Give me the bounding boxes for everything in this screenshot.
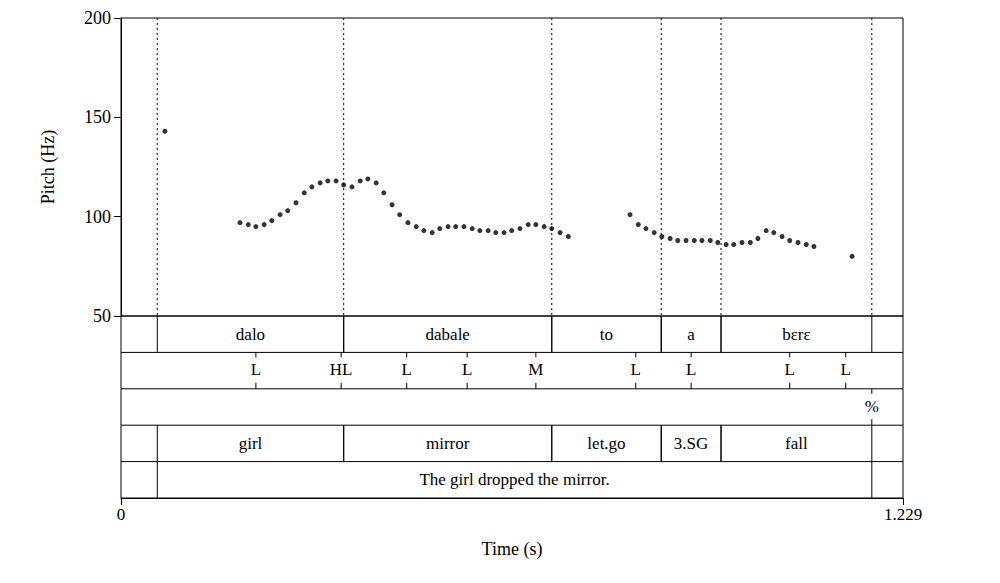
svg-text:100: 100 [84, 207, 111, 227]
svg-text:L: L [785, 360, 795, 379]
svg-text:L: L [401, 360, 411, 379]
svg-text:let.go: let.go [587, 434, 625, 453]
svg-text:bɛrɛ: bɛrɛ [782, 325, 810, 344]
svg-text:L: L [841, 360, 851, 379]
svg-text:a: a [687, 325, 695, 344]
svg-text:M: M [528, 360, 543, 379]
svg-text:50: 50 [93, 306, 111, 326]
svg-text:The girl dropped the mirror.: The girl dropped the mirror. [419, 470, 609, 489]
svg-text:1.229: 1.229 [884, 505, 922, 524]
svg-text:mirror: mirror [426, 434, 470, 453]
svg-text:200: 200 [84, 8, 111, 28]
svg-text:Pitch (Hz): Pitch (Hz) [38, 130, 59, 204]
svg-text:L: L [631, 360, 641, 379]
svg-text:%: % [865, 397, 879, 416]
svg-text:Time (s): Time (s) [482, 539, 543, 560]
svg-text:girl: girl [239, 434, 263, 453]
svg-text:fall: fall [785, 434, 808, 453]
svg-text:3.SG: 3.SG [674, 434, 708, 453]
svg-text:150: 150 [84, 107, 111, 127]
svg-text:dabale: dabale [426, 325, 470, 344]
svg-text:HL: HL [330, 360, 353, 379]
svg-text:L: L [462, 360, 472, 379]
svg-text:0: 0 [117, 505, 126, 524]
svg-text:L: L [251, 360, 261, 379]
svg-text:dalo: dalo [236, 325, 265, 344]
svg-text:L: L [686, 360, 696, 379]
svg-text:to: to [600, 325, 613, 344]
